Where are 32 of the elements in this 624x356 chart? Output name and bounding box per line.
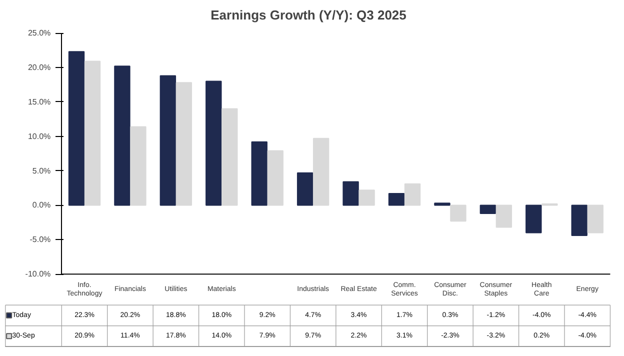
bar [251, 141, 268, 206]
bar [176, 82, 192, 206]
y-tick-label: 25.0% [28, 28, 51, 38]
bar [68, 51, 85, 206]
y-tick-label: 5.0% [32, 166, 51, 176]
bar [496, 204, 512, 228]
bar [312, 138, 330, 206]
bar [342, 181, 359, 206]
bar [296, 172, 314, 206]
bar [526, 204, 542, 234]
y-tick-label: 10.0% [28, 132, 51, 141]
bar [114, 66, 130, 206]
bar [358, 190, 375, 206]
y-tick-label: 0.0% [32, 200, 51, 210]
chart-title: Earnings Growth (Y/Y): Q3 2025 [210, 8, 406, 22]
bar [404, 183, 421, 206]
bar [84, 60, 101, 206]
bar [388, 193, 405, 206]
y-tick-label: 20.0% [28, 62, 51, 72]
bar [222, 108, 238, 206]
bar [480, 204, 496, 214]
y-tick-label: -10.0% [25, 270, 51, 279]
bar [206, 80, 222, 206]
bar [571, 204, 588, 236]
bar [267, 150, 284, 206]
bar [450, 204, 466, 222]
bar [160, 75, 176, 206]
y-tick-label: -5.0% [30, 235, 51, 244]
bar [587, 204, 604, 234]
bar [130, 126, 146, 206]
y-tick-label: 15.0% [28, 97, 51, 106]
bar [434, 202, 450, 206]
